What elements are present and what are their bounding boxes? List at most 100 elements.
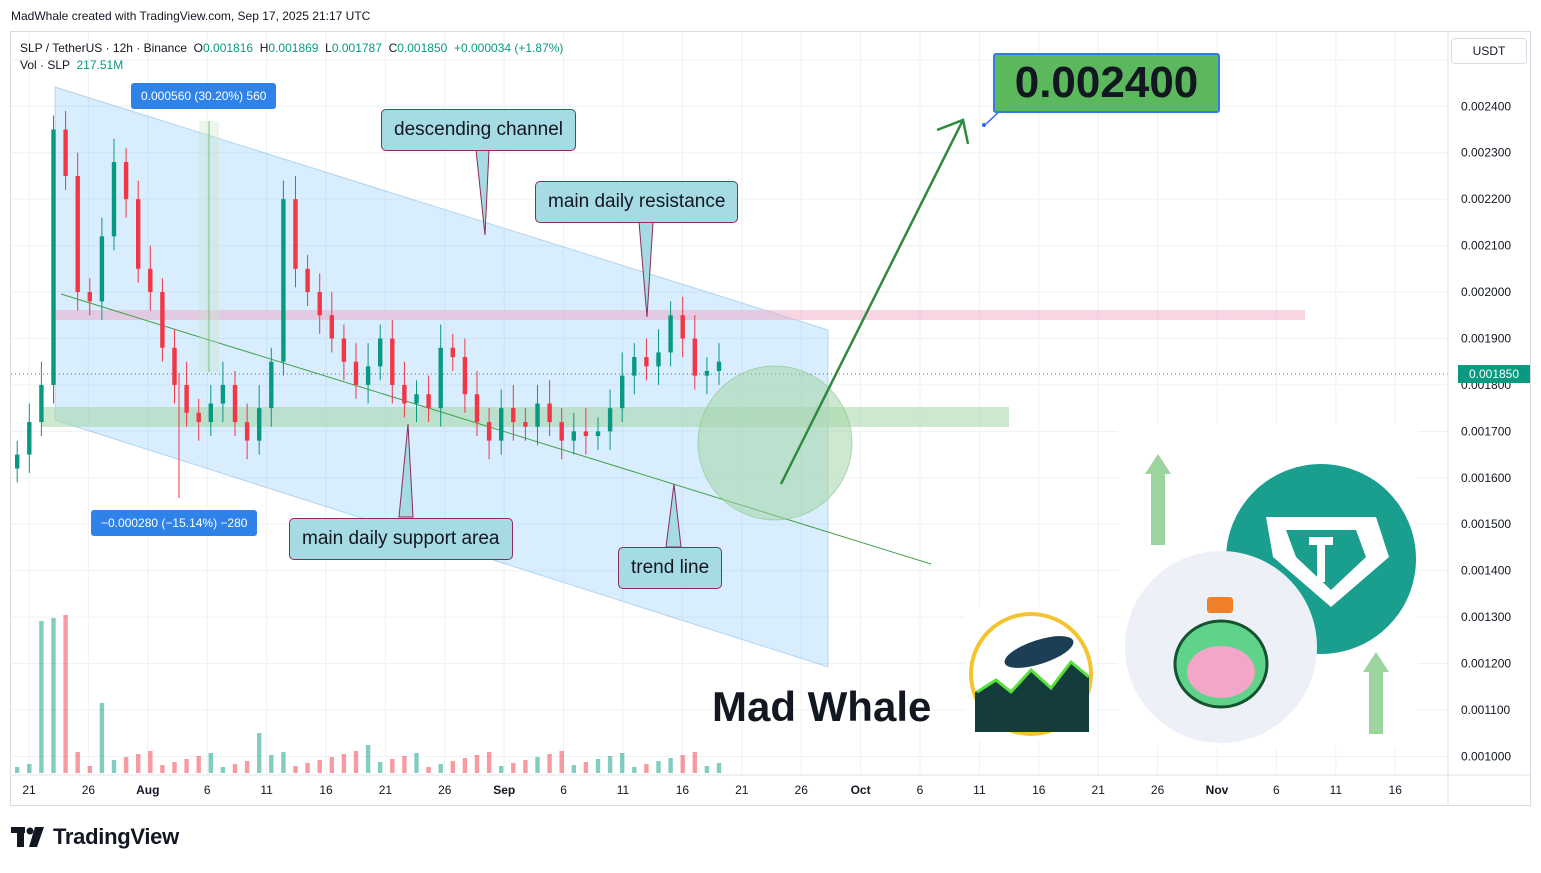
volume-bar [232,764,238,773]
x-tick-label: 21 [22,783,36,797]
x-tick-label: 16 [1389,783,1403,797]
candle-body [680,315,685,339]
candle-body [595,431,601,437]
volume-bar [571,765,576,773]
volume-bar [535,757,540,773]
y-tick-label: 0.002400 [1461,99,1511,113]
candle-body [232,384,238,423]
descending-channel-callout[interactable]: descending channel [381,109,577,151]
candle-body [547,403,552,423]
tradingview-logo-icon [11,827,44,847]
y-tick-label: 0.001300 [1461,610,1511,624]
y-tick-label: 0.001700 [1461,424,1511,438]
volume-bar [63,615,68,773]
candle-body [644,357,649,367]
candle-body [438,347,443,409]
main-daily-resistance-callout[interactable]: main daily resistance [535,181,739,223]
x-tick-label: 21 [379,783,393,797]
time-axis-ticks: 21 26 Aug 6 11 16 21 26 Sep 6 11 16 21 26 Oct 6 11 16 21 26… [22,783,1402,797]
y-tick-label: 0.002000 [1461,285,1511,299]
candle-body [450,347,455,358]
y-tick-label: 0.001500 [1461,517,1511,531]
volume-bar [281,752,286,773]
volume-bar [426,767,431,773]
volume-bar [317,760,322,773]
x-tick-label: 16 [676,783,690,797]
volume-bar [402,756,407,773]
volume-bar [704,766,710,773]
candle-body [244,422,250,441]
high-label: H [259,41,269,55]
volume-bar [390,759,395,773]
open-value: 0.001816 [203,41,254,55]
volume-bar [523,760,528,773]
candle-body [668,315,673,353]
candle-body [184,384,189,413]
volume-bar [620,753,625,773]
y-tick-label: 0.001400 [1461,564,1511,578]
candle-body [462,357,468,395]
whale-logo [965,607,1096,741]
volume-bar [99,703,105,773]
volume-bar [668,758,673,773]
candle-body [656,352,661,367]
symbol-header: SLP / TetherUS · 12h · Binance O0.001816… [20,40,563,74]
x-tick-label: 6 [917,783,924,797]
y-tick-label: 0.001600 [1461,471,1511,485]
volume-bar [269,755,274,773]
candle-body [571,431,576,441]
candle-body [111,162,117,237]
x-tick-label: Sep [493,783,515,797]
volume-bar [208,753,213,773]
symbol-pair[interactable]: SLP / TetherUS · 12h · Binance [20,41,187,55]
volume-bar [353,751,359,773]
target-arrow-line [779,119,965,485]
target-price-callout[interactable]: 0.002400 [993,53,1220,113]
volume-bar [499,766,504,773]
trend-line-callout[interactable]: trend line [618,547,723,589]
volume-bar [148,751,153,773]
last-price-tag: 0.001850 [1458,365,1530,383]
candle-body [378,338,383,367]
volume-bar [329,757,334,773]
x-tick-label: 11 [1330,783,1343,797]
measure-up-range [199,121,219,372]
candle-body [27,422,32,455]
token-logos [1118,424,1418,747]
candle-body [535,403,540,427]
x-tick-label: 6 [560,783,567,797]
volume-bar [39,621,44,773]
candle-body [704,370,710,376]
candle-body [136,199,141,269]
high-value: 0.001869 [268,41,319,55]
volume-bar [75,752,80,773]
candle-body [414,394,419,404]
candle-body [426,394,431,409]
candle-body [148,268,153,293]
y-tick-label: 0.001900 [1461,331,1511,345]
tradingview-logo[interactable]: TradingView [11,824,179,850]
measure-down-label[interactable]: −0.000280 (−15.14%) −280 [91,510,258,536]
x-tick-label: 6 [204,783,211,797]
volume-bar [305,763,310,773]
volume-bars [15,615,722,773]
volume-bar [15,767,20,773]
measure-up-label[interactable]: 0.000560 (30.20%) 560 [131,83,277,109]
main-daily-support-area-callout[interactable]: main daily support area [289,518,513,560]
low-value: 0.001787 [331,41,382,55]
volume-bar [414,753,419,773]
candle-body [99,236,105,302]
price-axis-ticks: 0.0025000.0024000.0023000.0022000.002100… [1461,53,1511,764]
candle-body [523,422,528,427]
candle-body [257,408,262,441]
candle-body [220,384,226,404]
price-chart[interactable]: 0.0025000.0024000.0023000.0022000.002100… [11,32,1530,805]
chart-frame[interactable]: 0.0025000.0024000.0023000.0022000.002100… [10,31,1531,806]
x-tick-label: Nov [1206,783,1229,797]
currency-button[interactable]: USDT [1451,38,1527,64]
volume-bar [27,764,32,773]
volume-bar [293,766,298,773]
candle-body [511,408,516,423]
y-tick-label: 0.002100 [1461,239,1511,253]
x-tick-label: 21 [1092,783,1106,797]
